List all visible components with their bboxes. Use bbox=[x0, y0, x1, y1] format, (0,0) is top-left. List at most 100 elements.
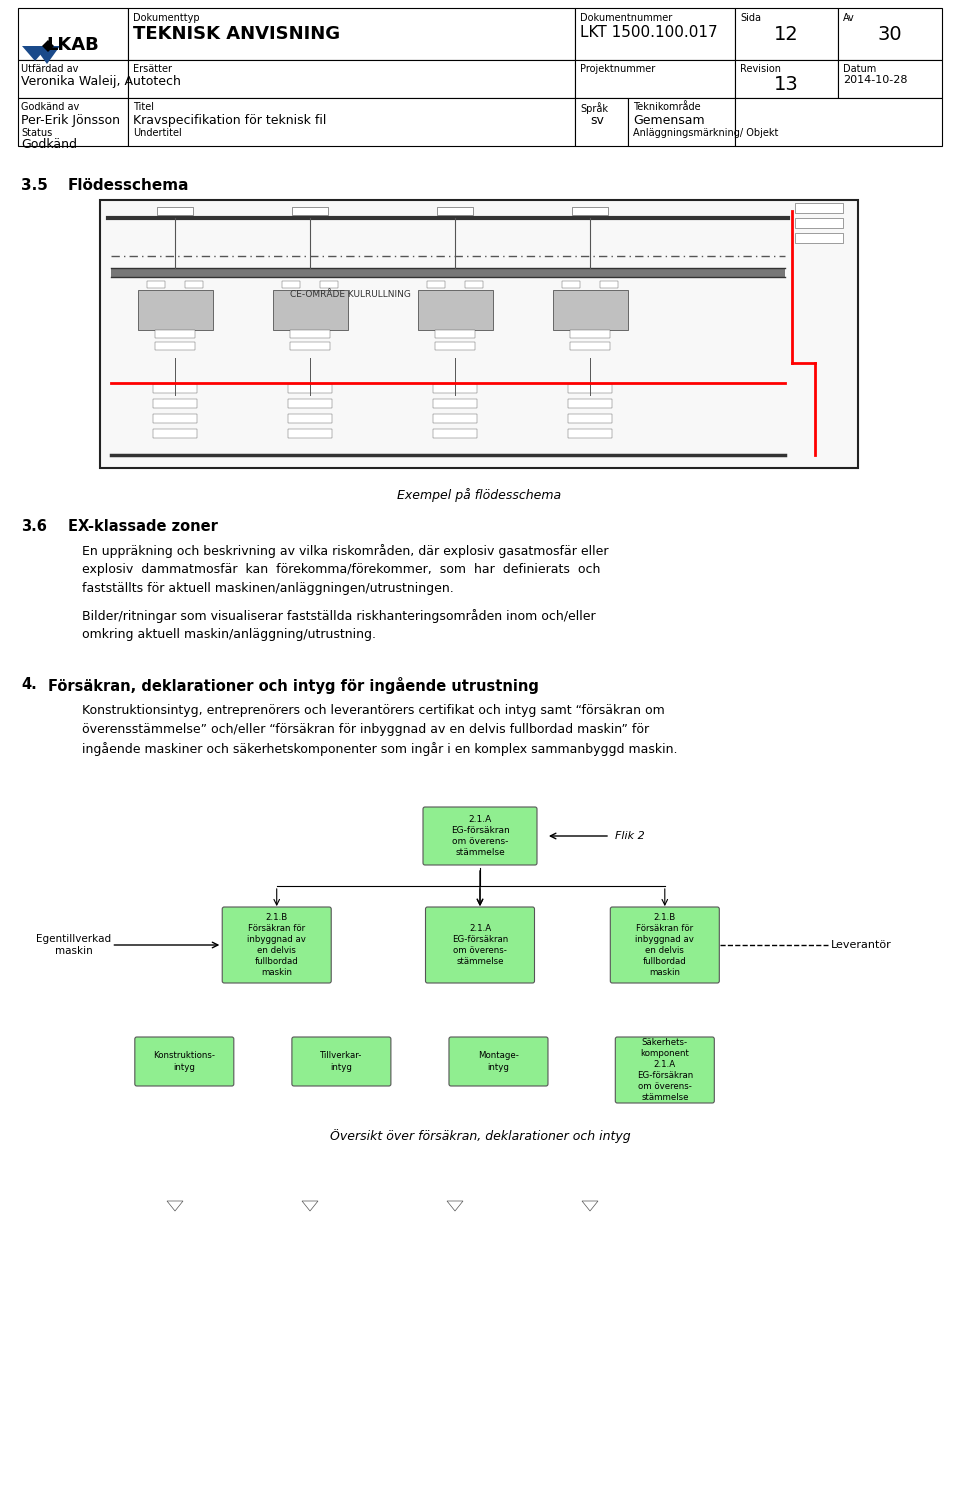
Bar bbox=[795, 218, 843, 228]
Bar bbox=[572, 207, 608, 215]
Bar bbox=[147, 280, 165, 288]
Bar bbox=[100, 200, 858, 468]
Bar bbox=[288, 385, 332, 394]
Bar bbox=[288, 414, 332, 423]
Text: Godkänd: Godkänd bbox=[21, 139, 77, 151]
Bar bbox=[128, 60, 575, 98]
Bar bbox=[735, 60, 838, 98]
Text: Leverantör: Leverantör bbox=[831, 939, 892, 950]
Polygon shape bbox=[42, 40, 54, 52]
Text: Dokumentnummer: Dokumentnummer bbox=[580, 13, 672, 22]
Bar bbox=[153, 414, 197, 423]
Text: Titel: Titel bbox=[133, 101, 154, 112]
Bar bbox=[273, 291, 348, 330]
Polygon shape bbox=[167, 1200, 183, 1211]
Bar bbox=[153, 429, 197, 438]
Bar bbox=[553, 291, 628, 330]
Text: Dokumenttyp: Dokumenttyp bbox=[133, 13, 200, 22]
Text: Flik 2: Flik 2 bbox=[615, 830, 645, 841]
Bar bbox=[155, 341, 195, 350]
Text: Konstruktions-
intyg: Konstruktions- intyg bbox=[154, 1051, 215, 1072]
Bar bbox=[18, 60, 128, 98]
Bar bbox=[418, 291, 493, 330]
Bar bbox=[838, 60, 942, 98]
Bar bbox=[838, 7, 942, 60]
Text: TEKNISK ANVISNING: TEKNISK ANVISNING bbox=[133, 25, 340, 43]
Bar bbox=[465, 280, 483, 288]
Text: Veronika Waleij, Autotech: Veronika Waleij, Autotech bbox=[21, 75, 180, 88]
FancyBboxPatch shape bbox=[423, 807, 537, 865]
Text: Flödesschema: Flödesschema bbox=[68, 177, 189, 192]
Bar bbox=[437, 207, 473, 215]
Text: Utfärdad av: Utfärdad av bbox=[21, 64, 79, 75]
Bar bbox=[568, 400, 612, 409]
FancyBboxPatch shape bbox=[615, 1038, 714, 1103]
Text: Anläggningsmärkning/ Objekt: Anläggningsmärkning/ Objekt bbox=[633, 128, 779, 139]
FancyBboxPatch shape bbox=[449, 1038, 548, 1085]
Text: sv: sv bbox=[590, 113, 604, 127]
FancyBboxPatch shape bbox=[134, 1038, 234, 1085]
Bar bbox=[568, 385, 612, 394]
Bar bbox=[157, 207, 193, 215]
Text: 13: 13 bbox=[774, 75, 799, 94]
Bar bbox=[433, 429, 477, 438]
Text: Kravspecifikation för teknisk fil: Kravspecifikation för teknisk fil bbox=[133, 113, 326, 127]
FancyBboxPatch shape bbox=[222, 907, 331, 983]
Bar bbox=[292, 207, 328, 215]
Bar bbox=[185, 280, 203, 288]
Polygon shape bbox=[22, 46, 48, 61]
Text: Undertitel: Undertitel bbox=[133, 128, 181, 139]
Bar bbox=[288, 400, 332, 409]
Bar bbox=[795, 203, 843, 213]
Bar bbox=[568, 429, 612, 438]
Bar bbox=[735, 7, 838, 60]
Text: 2014-10-28: 2014-10-28 bbox=[843, 75, 907, 85]
Bar bbox=[138, 291, 213, 330]
Bar bbox=[155, 330, 195, 338]
Bar bbox=[575, 7, 735, 60]
Text: Teknikområde: Teknikområde bbox=[633, 101, 701, 112]
Bar bbox=[575, 98, 628, 146]
Text: Konstruktionsintyg, entreprenörers och leverantörers certifikat och intyg samt “: Konstruktionsintyg, entreprenörers och l… bbox=[82, 704, 678, 756]
Text: 30: 30 bbox=[877, 25, 902, 45]
Text: Ersätter: Ersätter bbox=[133, 64, 172, 75]
Text: En uppräkning och beskrivning av vilka riskområden, där explosiv gasatmosfär ell: En uppräkning och beskrivning av vilka r… bbox=[82, 544, 609, 595]
Bar bbox=[290, 341, 330, 350]
Bar bbox=[128, 7, 575, 60]
Bar bbox=[18, 98, 128, 146]
Text: Gemensam: Gemensam bbox=[633, 113, 705, 127]
Polygon shape bbox=[582, 1200, 598, 1211]
Text: 2.1.B
Försäkran för
inbyggnad av
en delvis
fullbordad
maskin: 2.1.B Försäkran för inbyggnad av en delv… bbox=[248, 912, 306, 977]
Bar bbox=[128, 98, 575, 146]
Text: Tillverkar-
intyg: Tillverkar- intyg bbox=[321, 1051, 363, 1072]
Text: LKT 1500.100.017: LKT 1500.100.017 bbox=[580, 25, 718, 40]
Bar bbox=[600, 280, 618, 288]
Bar bbox=[570, 341, 610, 350]
Text: Språk: Språk bbox=[580, 101, 608, 113]
Text: 12: 12 bbox=[774, 25, 799, 45]
Text: 2.1.B
Försäkran för
inbyggnad av
en delvis
fullbordad
maskin: 2.1.B Försäkran för inbyggnad av en delv… bbox=[636, 912, 694, 977]
Bar bbox=[575, 60, 735, 98]
Bar bbox=[111, 268, 785, 277]
Bar bbox=[18, 7, 128, 60]
Bar bbox=[433, 414, 477, 423]
Text: Bilder/ritningar som visualiserar fastställda riskhanteringsområden inom och/ell: Bilder/ritningar som visualiserar fastst… bbox=[82, 608, 595, 641]
Bar bbox=[433, 385, 477, 394]
FancyBboxPatch shape bbox=[292, 1038, 391, 1085]
Text: Exempel på flödesschema: Exempel på flödesschema bbox=[396, 488, 561, 502]
FancyBboxPatch shape bbox=[425, 907, 535, 983]
Bar bbox=[320, 280, 338, 288]
Text: LKAB: LKAB bbox=[47, 36, 100, 55]
Text: Montage-
intyg: Montage- intyg bbox=[478, 1051, 519, 1072]
Bar bbox=[570, 330, 610, 338]
Text: Status: Status bbox=[21, 128, 52, 139]
Text: Datum: Datum bbox=[843, 64, 876, 75]
Text: EX-klassade zoner: EX-klassade zoner bbox=[68, 519, 218, 534]
Bar bbox=[628, 98, 735, 146]
Text: Per-Erik Jönsson: Per-Erik Jönsson bbox=[21, 113, 120, 127]
Bar bbox=[427, 280, 445, 288]
Bar bbox=[153, 400, 197, 409]
Bar bbox=[568, 414, 612, 423]
Text: 4.: 4. bbox=[21, 677, 36, 692]
Text: Egentillverkad
maskin: Egentillverkad maskin bbox=[36, 935, 111, 956]
